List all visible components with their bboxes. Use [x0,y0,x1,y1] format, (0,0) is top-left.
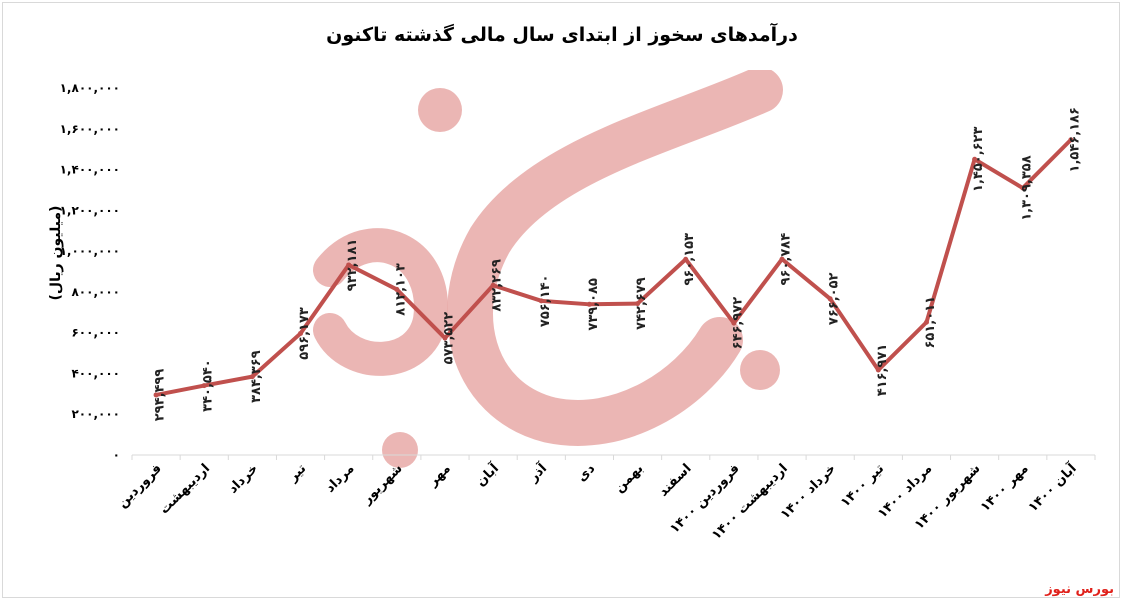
watermark-swoosh [447,70,783,446]
data-label: ۷۴۲,۶۷۹ [634,277,649,330]
data-label: ۲۹۴,۴۹۹ [153,369,168,422]
x-tick-label: مهر ۱۴۰۰ [978,461,1032,515]
data-label: ۷۶۶,۰۵۲ [827,272,842,325]
data-point [972,156,978,162]
data-label: ۱,۴۵۰,۶۲۳ [971,126,986,191]
data-point [635,301,641,307]
data-label: ۳۸۴,۳۶۹ [249,350,264,403]
x-tick-label: تیر [285,461,309,485]
x-tick-label: اردیبهشت [157,461,213,517]
data-point [153,392,159,398]
x-tick-label: مهر [425,461,454,490]
data-point [875,367,881,373]
x-tick-label: دی [574,461,598,485]
watermark-logo [313,70,783,468]
x-tick-label: اسفند [656,461,694,499]
data-point [586,301,592,307]
x-tick-label: خرداد [226,461,262,497]
data-point [249,374,255,380]
x-tick-label: آبان ۱۴۰۰ [1024,459,1080,515]
data-point [731,320,737,326]
y-tick-label: ۱,۰۰۰,۰۰۰ [60,244,120,258]
source-label: بورس نیوز [1045,582,1114,597]
data-label: ۷۵۶,۱۴۰ [538,275,553,328]
data-label: ۹۳۲,۱۸۱ [345,239,360,292]
data-label: ۷۳۹,۰۸۵ [586,278,601,331]
data-label: ۱,۵۴۶,۱۸۶ [1067,107,1082,172]
data-label: ۸۱۲,۱۰۳ [393,263,408,316]
data-point [1020,185,1026,191]
y-tick-label: ۴۰۰,۰۰۰ [71,366,120,380]
y-tick-label: ۱,۲۰۰,۰۰۰ [60,203,120,217]
y-tick-label: ۱,۸۰۰,۰۰۰ [60,81,120,95]
data-point [442,335,448,341]
data-label: ۶۴۶,۹۷۲ [730,297,745,350]
watermark-dot-1 [418,88,462,132]
data-label: ۹۶۰,۷۸۴ [779,233,794,286]
data-label: ۶۵۱,۰۱۱ [923,296,938,349]
data-point [1068,137,1074,143]
y-tick-label: ۱,۶۰۰,۰۰۰ [60,122,120,136]
data-point [538,298,544,304]
watermark-dot-2 [740,350,780,390]
x-tick-label: آذر [524,459,550,485]
data-point [683,256,689,262]
data-label: ۵۹۶,۱۷۳ [297,307,312,360]
series-line [154,137,1073,397]
data-point [827,296,833,302]
watermark-stroke-b [313,228,448,376]
y-tick-label: ۸۰۰,۰۰۰ [71,285,120,299]
y-tick-label: ۲۰۰,۰۰۰ [71,407,120,421]
data-point [394,286,400,292]
chart-title: درآمدهای سخوز از ابتدای سال مالی گذشته ت… [326,24,798,46]
data-point [779,256,785,262]
data-point [298,330,304,336]
data-point [490,282,496,288]
data-label: ۱,۳۰۹,۳۵۸ [1019,155,1034,220]
watermark-dot-3 [382,432,418,468]
data-label: ۳۴۰,۵۴۰ [201,359,216,412]
data-label: ۸۳۲,۲۶۹ [490,259,505,312]
x-tick-label: بهمن [612,461,647,496]
data-label: ۵۷۳,۵۲۲ [441,312,456,365]
data-label: ۴۱۶,۹۷۱ [875,344,890,397]
x-tick-label: فروردین [115,461,165,511]
x-tick-label: شهریور [359,461,406,508]
y-tick-label: ۶۰۰,۰۰۰ [71,326,120,340]
y-tick-label: ۰ [113,448,120,462]
y-tick-label: ۱,۴۰۰,۰۰۰ [60,163,120,177]
x-tick-label: آبان [472,459,502,489]
data-point [923,319,929,325]
x-tick-label: مرداد [323,461,358,496]
data-point [201,383,207,389]
data-label: ۹۶۰,۱۵۳ [682,233,697,286]
data-point [346,262,352,268]
x-tick-label: تیر ۱۴۰۰ [838,461,887,510]
